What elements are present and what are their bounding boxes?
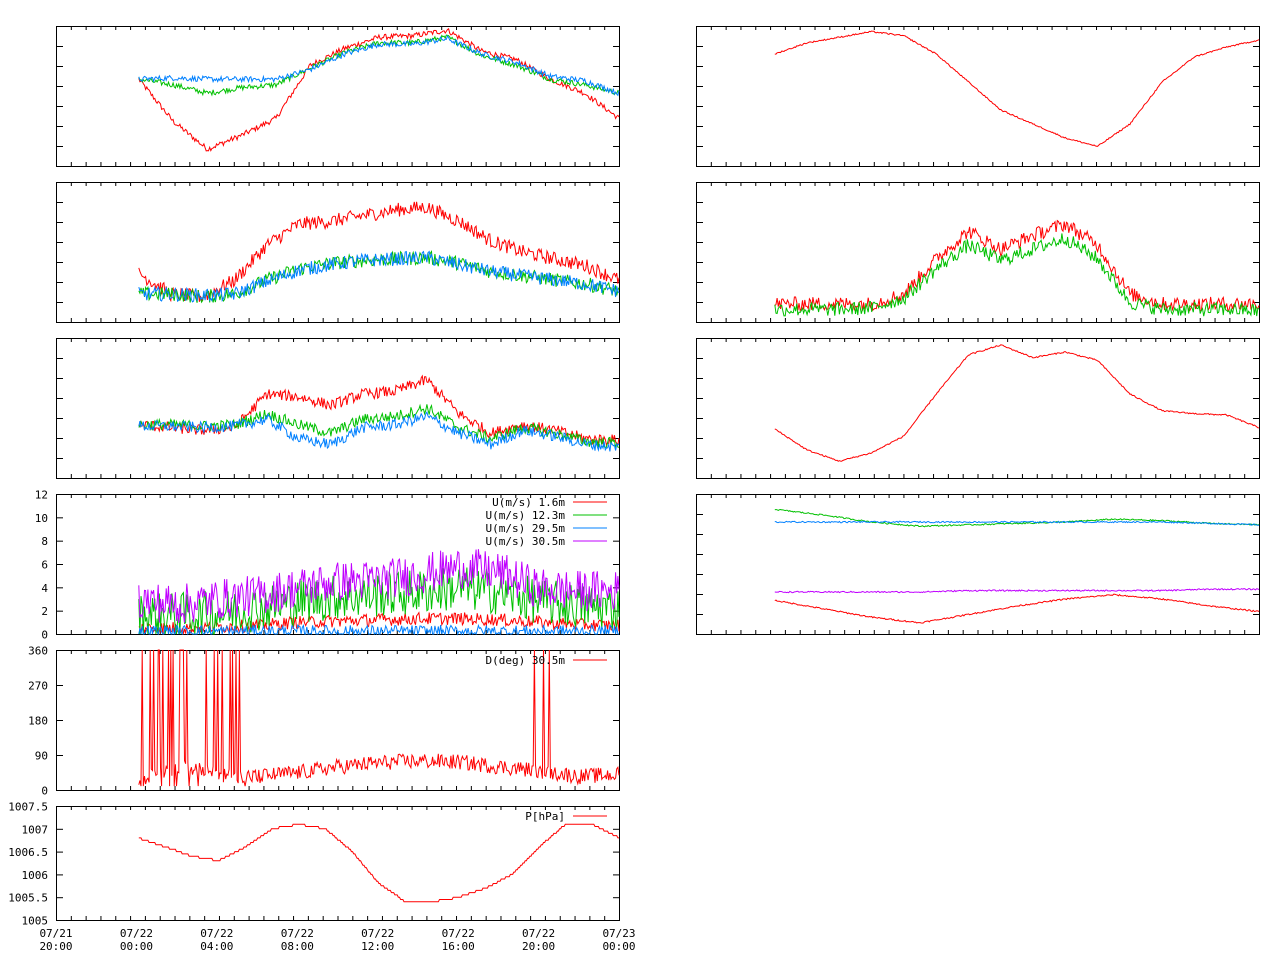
x-tick-label-time: 16:00 (442, 940, 475, 953)
x-tick-label-time: 12:00 (361, 940, 394, 953)
y-tick-label: 6 (41, 559, 48, 572)
y-tick-label: 90 (35, 750, 48, 763)
series-line (138, 201, 620, 303)
y-tick-label: 2 (41, 605, 48, 618)
y-tick-label: 1006 (22, 869, 49, 882)
x-tick-label-time: 04:00 (200, 940, 233, 953)
x-tick-label-date: 07/22 (200, 927, 233, 940)
y-tick-label: 0 (41, 785, 48, 798)
series-line (138, 411, 620, 453)
legend-label: U(m/s) 12.3m (486, 509, 566, 522)
x-tick-label-date: 07/22 (361, 927, 394, 940)
legend-label: U(m/s) 1.6m (492, 496, 565, 509)
y-tick-label: 8 (41, 535, 48, 548)
y-tick-label: 1006.5 (8, 846, 48, 859)
series-line (138, 823, 619, 903)
plot-frame (696, 26, 1260, 167)
series-line (774, 233, 1260, 317)
left-panel-1 (56, 26, 620, 167)
wind-speed-panel: 0 2 4 6 8 10 12 U(m/s) 1.6mU(m/s) 12.3mU(m/s) 2… (35, 489, 620, 642)
plot-frame (696, 338, 1260, 479)
y-tick-label: 4 (41, 582, 48, 595)
series-line (774, 219, 1260, 312)
y-tick-label: 12 (35, 489, 48, 502)
x-tick-label-time: 00:00 (120, 940, 153, 953)
y-tick-label: 1007.5 (8, 801, 48, 814)
series-line (774, 30, 1260, 147)
series-line (774, 587, 1260, 594)
x-tick-label-time: 20:00 (39, 940, 72, 953)
series-line (138, 250, 620, 303)
right-panel-2 (696, 182, 1260, 323)
left-panel-2 (56, 182, 620, 323)
series-line (774, 508, 1260, 528)
y-tick-label: 360 (28, 645, 48, 658)
y-tick-label: 1005.5 (8, 892, 48, 905)
plot-frame (696, 494, 1260, 635)
series-line (138, 649, 620, 787)
x-tick-label-date: 07/22 (442, 927, 475, 940)
x-tick-label-time: 20:00 (522, 940, 555, 953)
y-tick-label: 270 (28, 680, 48, 693)
series-line (774, 520, 1260, 526)
y-tick-label: 0 (41, 629, 48, 642)
x-tick-label-time: 00:00 (602, 940, 635, 953)
x-tick-label-date: 07/22 (120, 927, 153, 940)
plot-frame (56, 182, 620, 323)
legend-label: P[hPa] (525, 810, 565, 823)
series-line (138, 403, 620, 449)
series-line (138, 34, 620, 97)
series-line (138, 549, 620, 624)
series-line (138, 611, 620, 636)
series-line (138, 374, 620, 446)
y-tick-label: 1007 (22, 823, 49, 836)
x-tick-label-date: 07/22 (522, 927, 555, 940)
series-line (138, 34, 620, 97)
x-tick-label-time: 08:00 (281, 940, 314, 953)
legend-label: U(m/s) 30.5m (486, 535, 566, 548)
x-tick-label-date: 07/22 (281, 927, 314, 940)
legend-label: D(deg) 30.5m (486, 654, 566, 667)
plot-frame (56, 806, 620, 921)
x-tick-label-date: 07/21 (39, 927, 72, 940)
plot-frame (56, 26, 620, 167)
left-panel-3 (56, 338, 620, 479)
x-tick-label-date: 07/23 (602, 927, 635, 940)
right-panel-3 (696, 338, 1260, 479)
series-line (138, 623, 619, 636)
direction-panel: 0 90 180 270 360 D(deg) 30.5m (28, 645, 620, 798)
series-line (774, 593, 1260, 624)
pressure-panel: 1005 1005.5 1006 1006.5 1007 1007.5 P[hPa] (8, 801, 620, 928)
right-panel-1 (696, 26, 1260, 167)
series-line (774, 344, 1260, 462)
y-tick-label: 1005 (22, 915, 49, 928)
legend-label: U(m/s) 29.5m (486, 522, 566, 535)
y-tick-label: 10 (35, 512, 48, 525)
y-tick-label: 180 (28, 715, 48, 728)
right-panel-4 (696, 494, 1260, 635)
plot-frame (56, 338, 620, 479)
